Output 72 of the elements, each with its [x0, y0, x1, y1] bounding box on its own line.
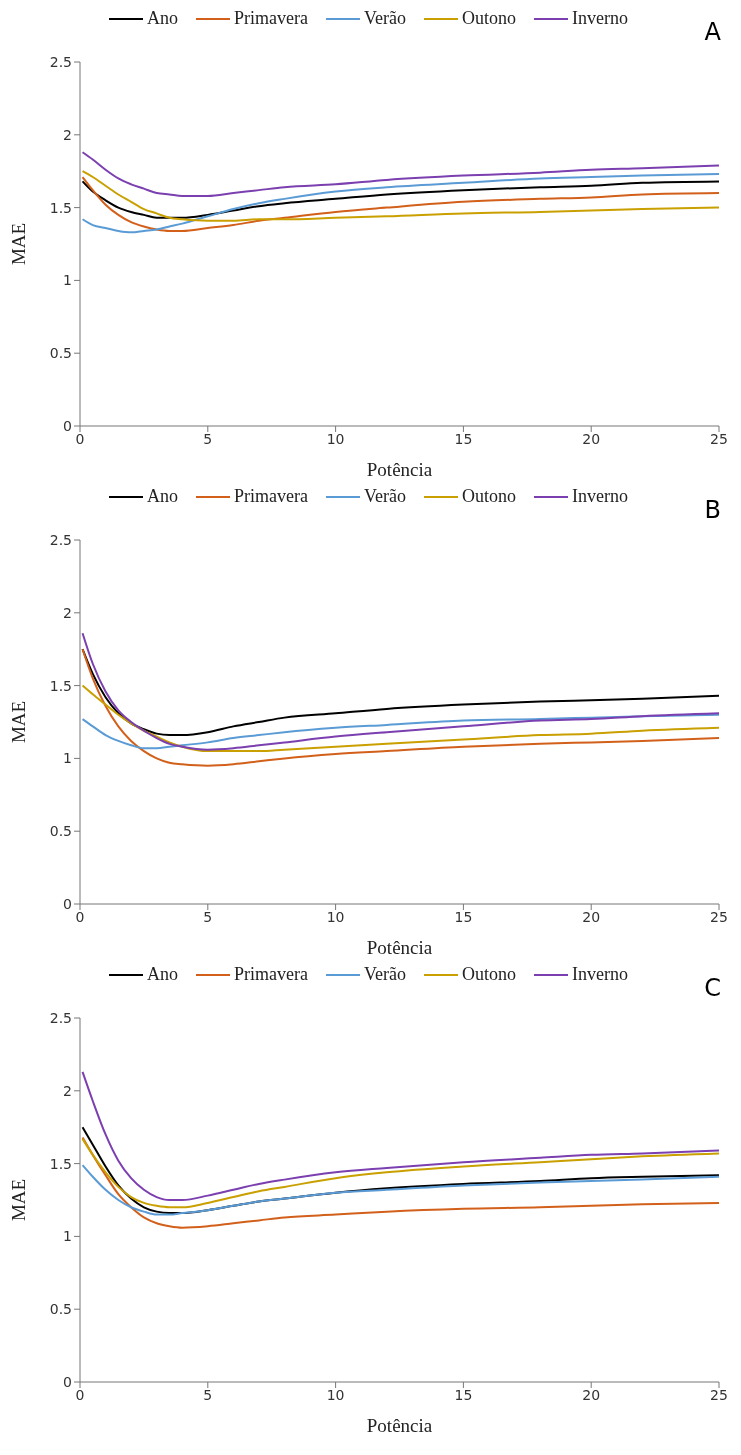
x-tick-label: 5: [203, 1386, 213, 1403]
line-series: [81, 1070, 719, 1201]
y-tick-label: 0: [63, 895, 72, 912]
x-tick-label: 15: [454, 908, 473, 925]
x-axis-title: Potência: [366, 459, 433, 480]
line-series: [81, 1164, 719, 1216]
y-tick-label: 1.5: [49, 1155, 72, 1172]
line-series: [81, 151, 719, 197]
text: A: [704, 18, 721, 46]
x-tick-label: 5: [203, 908, 213, 925]
line-series: [81, 648, 719, 737]
legend-label: Primavera: [233, 964, 308, 985]
legend-label: Primavera: [233, 486, 308, 507]
x-tick-label: 5: [203, 430, 213, 447]
line-series: [81, 180, 719, 219]
y-tick-label: 2: [63, 604, 72, 621]
legend-label: Ano: [146, 486, 179, 507]
y-tick-label: 1: [63, 272, 72, 289]
text: C: [704, 974, 721, 1002]
x-axis-title: Potência: [366, 937, 433, 958]
text: B: [704, 496, 721, 524]
y-axis-title: MAE: [7, 700, 29, 744]
x-tick-label: 10: [326, 430, 345, 447]
legend-label: Inverno: [571, 964, 628, 985]
legend-label: Inverno: [571, 8, 628, 29]
legend-label: Verão: [363, 486, 406, 507]
y-tick-label: 0.5: [49, 823, 72, 840]
x-tick-label: 0: [75, 908, 85, 925]
y-tick-label: 2: [63, 126, 72, 143]
y-tick-label: 2.5: [49, 531, 72, 548]
line-series: [81, 632, 719, 751]
x-tick-label: 20: [582, 908, 601, 925]
legend-label: Ano: [146, 8, 179, 29]
line-series: [81, 713, 719, 750]
x-tick-label: 15: [454, 430, 473, 447]
legend-label: Ano: [146, 964, 179, 985]
y-tick-label: 1: [63, 1228, 72, 1245]
legend-label: Outono: [461, 486, 516, 507]
line-series: [81, 648, 719, 767]
x-tick-label: 20: [582, 1386, 601, 1403]
y-tick-label: 1: [63, 750, 72, 767]
x-tick-label: 0: [75, 430, 85, 447]
x-tick-label: 0: [75, 1386, 85, 1403]
y-tick-label: 1.5: [49, 199, 72, 216]
x-tick-label: 25: [710, 430, 728, 447]
y-axis-title: MAE: [7, 222, 29, 266]
legend-label: Primavera: [233, 8, 308, 29]
legend-label: Outono: [461, 8, 516, 29]
x-tick-label: 25: [710, 908, 728, 925]
x-tick-label: 20: [582, 430, 601, 447]
line-series: [81, 684, 719, 753]
y-tick-label: 2: [63, 1082, 72, 1099]
x-tick-label: 10: [326, 1386, 345, 1403]
x-tick-label: 15: [454, 1386, 473, 1403]
legend-label: Inverno: [571, 486, 628, 507]
line-series: [81, 170, 719, 222]
y-tick-label: 2.5: [49, 53, 72, 70]
x-axis-title: Potência: [366, 1415, 433, 1436]
y-tick-label: 2.5: [49, 1009, 72, 1026]
y-axis-title: MAE: [7, 1178, 29, 1222]
y-tick-label: 0.5: [49, 345, 72, 362]
line-series: [81, 1136, 719, 1229]
x-tick-label: 25: [710, 1386, 728, 1403]
line-series: [81, 1137, 719, 1209]
legend-label: Verão: [363, 964, 406, 985]
y-tick-label: 0.5: [49, 1301, 72, 1318]
legend-label: Outono: [461, 964, 516, 985]
y-tick-label: 1.5: [49, 677, 72, 694]
x-tick-label: 10: [326, 908, 345, 925]
y-tick-label: 0: [63, 417, 72, 434]
y-tick-label: 0: [63, 1373, 72, 1390]
legend-label: Verão: [363, 8, 406, 29]
